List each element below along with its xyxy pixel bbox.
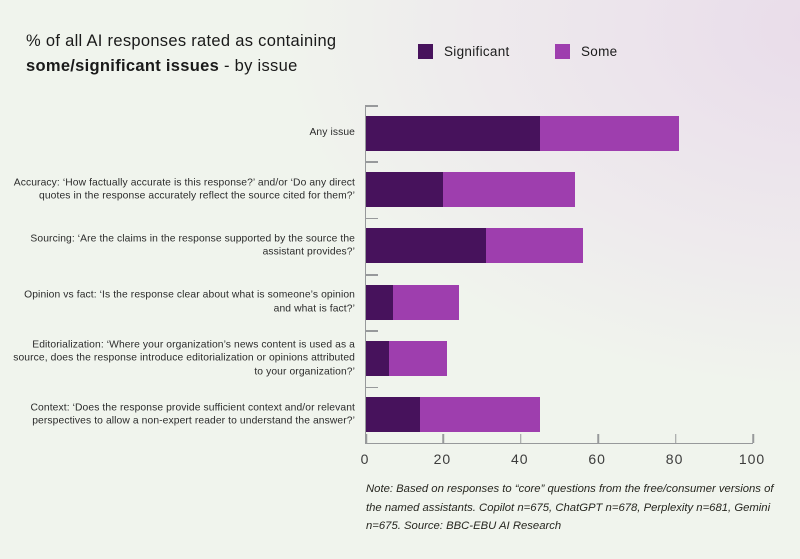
bar-segment-some [389, 341, 448, 376]
y-axis-tick [366, 330, 378, 332]
legend-item-significant: Significant [418, 44, 510, 59]
category-label: Editorialization: ‘Where your organizati… [13, 339, 355, 378]
chart-title-line-1: % of all AI responses rated as containin… [26, 32, 337, 50]
y-axis-tick [366, 105, 378, 107]
y-axis-tick [366, 386, 378, 389]
bar-segment-significant [366, 341, 390, 376]
category-label: Sourcing: ‘Are the claims in the respons… [30, 233, 355, 258]
bar-segment-some [443, 172, 575, 207]
bar-row [366, 228, 753, 264]
category-label: Opinion vs fact: ‘Is the response clear … [24, 289, 355, 315]
category-label: Context: ‘Does the response provide suff… [30, 402, 355, 427]
x-axis-tick [365, 434, 367, 443]
y-axis-tick [366, 161, 378, 163]
bar-segment-some [540, 115, 680, 151]
legend-label-some: Some [581, 44, 618, 59]
x-axis-tick [597, 434, 599, 443]
bar-segment-significant [366, 228, 486, 264]
x-axis-tick [752, 434, 754, 443]
x-axis-labels: 0 20 40 60 80 100 [361, 451, 765, 471]
bar-row [366, 115, 753, 151]
x-axis-tick-label: 40 [511, 451, 529, 467]
chart-title-suffix: - by issue [219, 57, 298, 75]
legend-item-some: Some [555, 44, 617, 59]
bar-segment-significant [366, 115, 541, 151]
x-axis-tick-label: 60 [588, 451, 606, 467]
x-axis-tick-label: 20 [433, 451, 452, 467]
y-axis-tick [366, 217, 378, 220]
bar-segment-significant [366, 397, 421, 433]
bar-segment-significant [366, 172, 444, 207]
chart-title-bold: some/significant issues [26, 57, 220, 75]
chart-title: % of all AI responses rated as containin… [26, 29, 336, 79]
bar-segment-some [485, 228, 583, 264]
x-axis-tick-label: 80 [665, 451, 684, 467]
legend-swatch-significant [418, 44, 433, 59]
x-axis-tick [442, 434, 445, 443]
category-label: Accuracy: ‘How factually accurate is thi… [13, 176, 355, 202]
plot-area [365, 105, 754, 444]
y-axis-tick [366, 274, 378, 276]
x-axis-tick [674, 434, 677, 443]
bar-row [366, 397, 753, 433]
bar-row [366, 284, 753, 320]
legend-swatch-some [555, 44, 570, 59]
bar-segment-some [393, 284, 459, 320]
x-axis-tick [520, 434, 522, 443]
bar-segment-significant [366, 284, 394, 320]
x-axis-tick-label: 0 [360, 451, 370, 467]
x-axis-tick-label: 100 [738, 451, 766, 467]
chart-title-line-2: some/significant issues - by issue [26, 54, 336, 79]
bar-segment-some [420, 397, 541, 433]
source-note: Note: Based on responses to “core” quest… [366, 483, 774, 532]
category-labels: Any issue Accuracy: ‘How factually accura… [8, 105, 355, 443]
bar-row [366, 172, 753, 207]
bar-row [366, 341, 753, 376]
category-label: Any issue [309, 127, 355, 139]
legend-label-significant: Significant [444, 44, 510, 59]
